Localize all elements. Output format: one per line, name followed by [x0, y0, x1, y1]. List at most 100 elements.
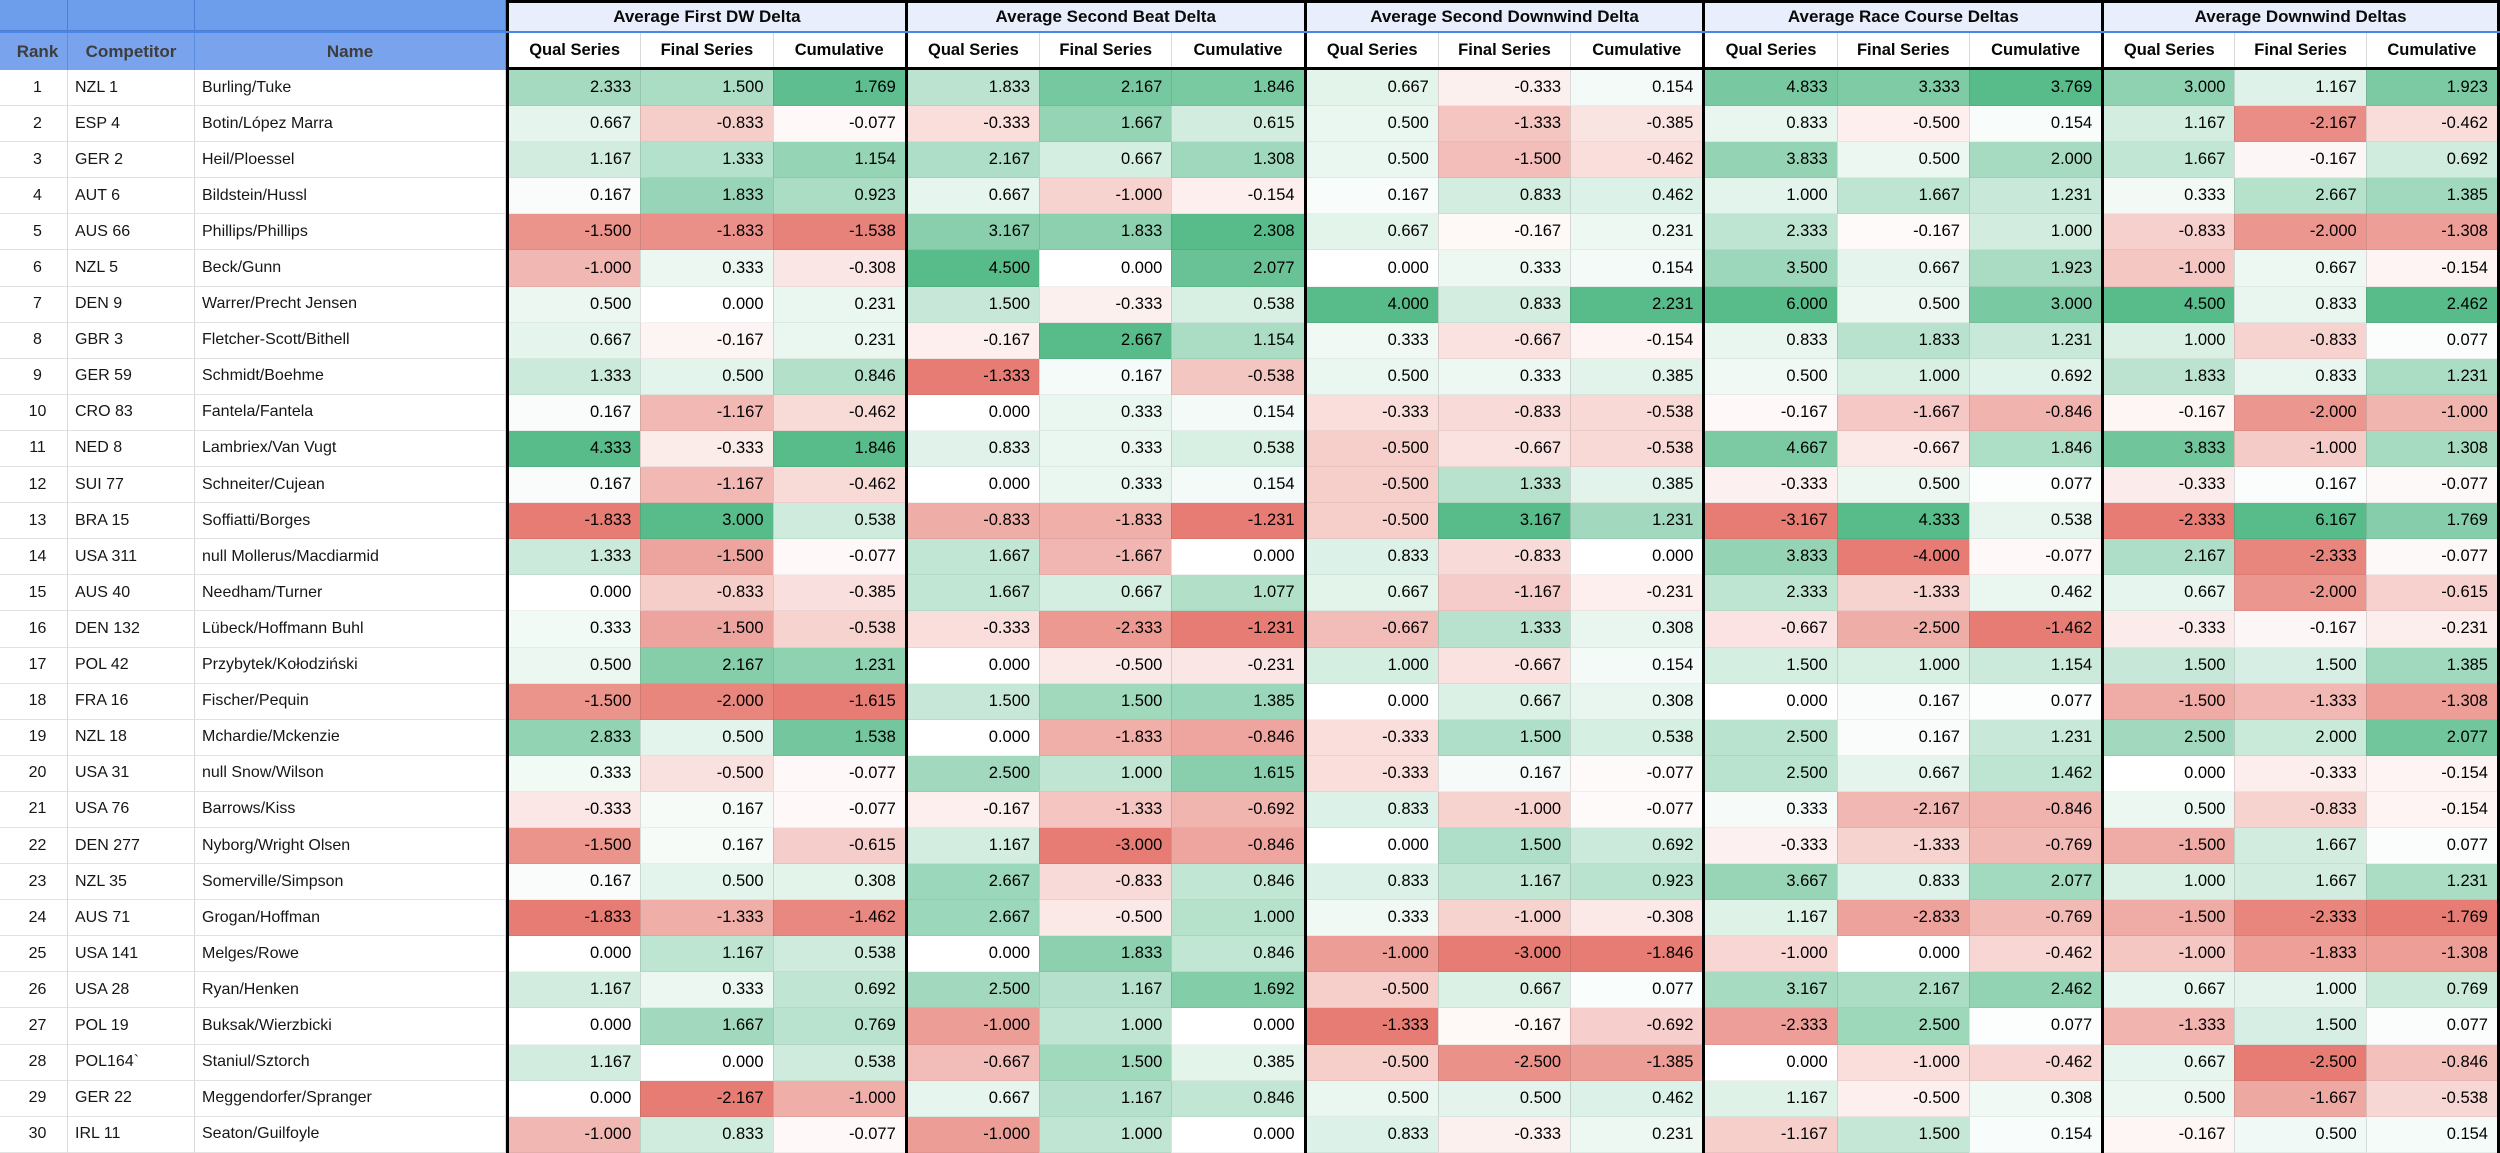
delta-cell[interactable]: -2.000: [640, 683, 773, 720]
cell-name[interactable]: Schmidt/Boehme: [195, 358, 506, 395]
subheader-cell[interactable]: Qual Series: [907, 33, 1040, 67]
delta-cell[interactable]: 1.500: [1705, 647, 1837, 684]
delta-cell[interactable]: 0.667: [1306, 575, 1438, 612]
delta-cell[interactable]: 0.077: [2365, 827, 2497, 865]
cell-competitor[interactable]: GER 22: [68, 1080, 195, 1117]
delta-cell[interactable]: -0.500: [1836, 1080, 1969, 1117]
cell-name[interactable]: Grogan/Hoffman: [195, 900, 506, 937]
delta-cell[interactable]: 0.000: [907, 394, 1040, 431]
delta-cell[interactable]: 0.154: [1570, 647, 1703, 684]
cell-competitor[interactable]: AUT 6: [68, 178, 195, 215]
cell-competitor[interactable]: POL 42: [68, 647, 195, 684]
delta-cell[interactable]: 1.833: [1039, 936, 1172, 973]
cell-rank[interactable]: 14: [8, 539, 68, 576]
delta-cell[interactable]: -0.167: [1836, 214, 1969, 251]
delta-cell[interactable]: -1.833: [1039, 503, 1172, 540]
delta-cell[interactable]: 0.000: [509, 575, 641, 612]
delta-cell[interactable]: 1.167: [1705, 1080, 1837, 1117]
delta-cell[interactable]: 0.077: [2365, 322, 2497, 359]
delta-cell[interactable]: 1.231: [1968, 719, 2102, 756]
delta-cell[interactable]: -1.308: [2365, 683, 2497, 720]
cell-competitor[interactable]: FRA 16: [68, 683, 195, 720]
cell-competitor[interactable]: USA 311: [68, 539, 195, 576]
cell-competitor[interactable]: SUI 77: [68, 467, 195, 504]
delta-cell[interactable]: 0.077: [1570, 972, 1703, 1009]
delta-cell[interactable]: -1.000: [1705, 936, 1837, 973]
cell-competitor[interactable]: AUS 40: [68, 575, 195, 612]
delta-cell[interactable]: -0.692: [1171, 791, 1304, 828]
delta-cell[interactable]: 0.000: [907, 467, 1040, 504]
delta-cell[interactable]: 0.167: [509, 394, 641, 431]
delta-cell[interactable]: 0.667: [1836, 755, 1969, 792]
delta-cell[interactable]: 1.000: [1705, 178, 1837, 215]
delta-cell[interactable]: 0.692: [772, 972, 905, 1009]
delta-cell[interactable]: -0.462: [1570, 142, 1703, 179]
delta-cell[interactable]: 0.167: [2234, 467, 2366, 504]
cell-name[interactable]: Beck/Gunn: [195, 250, 506, 287]
delta-cell[interactable]: -1.333: [2234, 683, 2366, 720]
delta-cell[interactable]: 1.667: [640, 1008, 773, 1045]
subheader-cell[interactable]: Qual Series: [509, 33, 641, 67]
delta-cell[interactable]: -0.333: [509, 791, 641, 828]
cell-rank[interactable]: 9: [8, 358, 68, 395]
delta-cell[interactable]: 0.000: [907, 936, 1040, 973]
delta-cell[interactable]: 0.667: [1306, 214, 1438, 251]
delta-cell[interactable]: 0.833: [1437, 286, 1571, 323]
delta-cell[interactable]: 1.000: [1039, 1008, 1172, 1045]
subheader-cell[interactable]: Final Series: [1039, 33, 1172, 67]
delta-cell[interactable]: 1.000: [2104, 322, 2235, 359]
delta-cell[interactable]: -0.500: [1039, 647, 1172, 684]
cell-rank[interactable]: 22: [8, 827, 68, 865]
cell-rank[interactable]: 5: [8, 214, 68, 251]
delta-cell[interactable]: -0.846: [1968, 394, 2102, 431]
delta-cell[interactable]: 2.000: [1968, 142, 2102, 179]
delta-cell[interactable]: 0.500: [509, 647, 641, 684]
delta-cell[interactable]: 1.077: [1171, 575, 1304, 612]
delta-cell[interactable]: -1.000: [1437, 900, 1571, 937]
cell-rank[interactable]: 6: [8, 250, 68, 287]
delta-cell[interactable]: 1.833: [907, 70, 1040, 107]
delta-cell[interactable]: 1.500: [1836, 1116, 1969, 1153]
cell-name[interactable]: Fischer/Pequin: [195, 683, 506, 720]
delta-cell[interactable]: -0.154: [2365, 755, 2497, 792]
delta-cell[interactable]: -1.000: [1437, 791, 1571, 828]
delta-cell[interactable]: 0.385: [1570, 358, 1703, 395]
delta-cell[interactable]: 0.833: [1306, 791, 1438, 828]
delta-cell[interactable]: -0.500: [1836, 106, 1969, 143]
delta-cell[interactable]: 1.167: [1039, 1080, 1172, 1117]
cell-rank[interactable]: 15: [8, 575, 68, 612]
delta-cell[interactable]: -1.333: [1836, 827, 1969, 865]
delta-cell[interactable]: -1.000: [1306, 936, 1438, 973]
delta-cell[interactable]: -0.538: [1570, 394, 1703, 431]
delta-cell[interactable]: 0.833: [1306, 864, 1438, 901]
delta-cell[interactable]: -1.333: [1437, 106, 1571, 143]
cell-name[interactable]: Seaton/Guilfoyle: [195, 1116, 506, 1153]
delta-cell[interactable]: -1.500: [509, 214, 641, 251]
group-header-5[interactable]: Average Downwind Deltas: [2101, 0, 2500, 31]
delta-cell[interactable]: 1.231: [1570, 503, 1703, 540]
delta-cell[interactable]: 0.500: [640, 358, 773, 395]
delta-cell[interactable]: 0.077: [1968, 683, 2102, 720]
delta-cell[interactable]: 1.667: [2234, 864, 2366, 901]
delta-cell[interactable]: 2.667: [907, 864, 1040, 901]
delta-cell[interactable]: -0.077: [2365, 467, 2497, 504]
delta-cell[interactable]: 0.231: [1570, 1116, 1703, 1153]
delta-cell[interactable]: 0.538: [772, 503, 905, 540]
delta-cell[interactable]: 0.231: [772, 322, 905, 359]
delta-cell[interactable]: 0.667: [2234, 250, 2366, 287]
delta-cell[interactable]: 0.538: [1171, 286, 1304, 323]
cell-competitor[interactable]: NZL 5: [68, 250, 195, 287]
delta-cell[interactable]: -1.667: [2234, 1080, 2366, 1117]
cell-name[interactable]: Nyborg/Wright Olsen: [195, 827, 506, 865]
delta-cell[interactable]: -0.833: [1039, 864, 1172, 901]
delta-cell[interactable]: -0.538: [1570, 430, 1703, 468]
delta-cell[interactable]: 0.833: [1705, 106, 1837, 143]
delta-cell[interactable]: -0.077: [1570, 791, 1703, 828]
delta-cell[interactable]: 1.333: [509, 539, 641, 576]
delta-cell[interactable]: 1.308: [1171, 142, 1304, 179]
delta-cell[interactable]: 0.000: [907, 647, 1040, 684]
delta-cell[interactable]: 1.231: [1968, 322, 2102, 359]
delta-cell[interactable]: -0.462: [772, 467, 905, 504]
delta-cell[interactable]: 0.000: [1570, 539, 1703, 576]
delta-cell[interactable]: 1.000: [1306, 647, 1438, 684]
